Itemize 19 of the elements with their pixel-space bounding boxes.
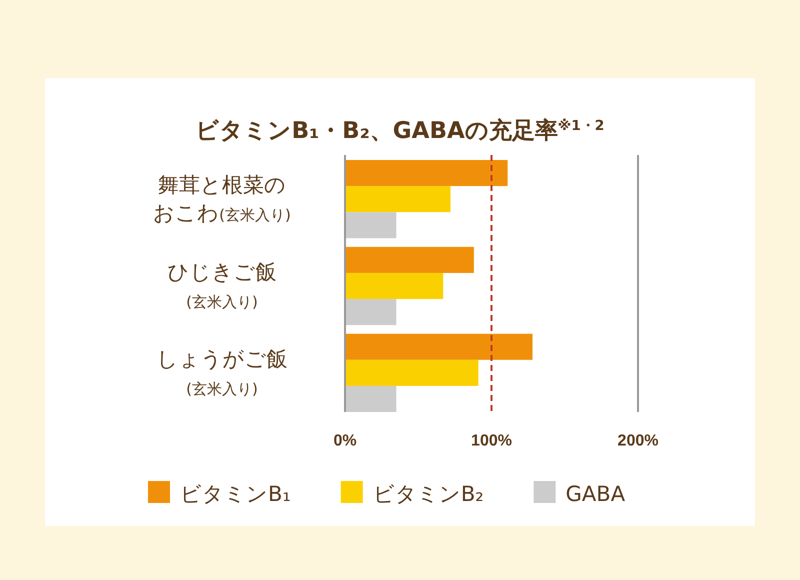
bar: [345, 299, 396, 326]
legend-label: GABA: [566, 482, 626, 506]
bar: [345, 386, 396, 412]
bar: [345, 246, 474, 273]
x-tick-label: 100%: [471, 432, 512, 450]
x-tick-label: 200%: [618, 432, 658, 450]
y-tick-label: ひじきご飯(玄米入り): [168, 260, 276, 311]
bar: [345, 272, 444, 300]
bar: [345, 212, 396, 238]
x-tick-label: 0%: [333, 432, 357, 450]
bar: [345, 334, 533, 360]
y-tick-label: 舞茸と根菜のおこわ(玄米入り): [153, 173, 291, 226]
bar: [345, 360, 478, 386]
bar: [345, 160, 508, 186]
legend-label: ビタミンB₂: [372, 482, 484, 506]
chart-title: ビタミンB₁・B₂、GABAの充足率$^{※1・2}$: [196, 117, 604, 144]
bar: [345, 186, 450, 212]
y-tick-label: しょうがご飯(玄米入り): [156, 346, 288, 398]
legend-label: ビタミンB₁: [180, 482, 291, 506]
